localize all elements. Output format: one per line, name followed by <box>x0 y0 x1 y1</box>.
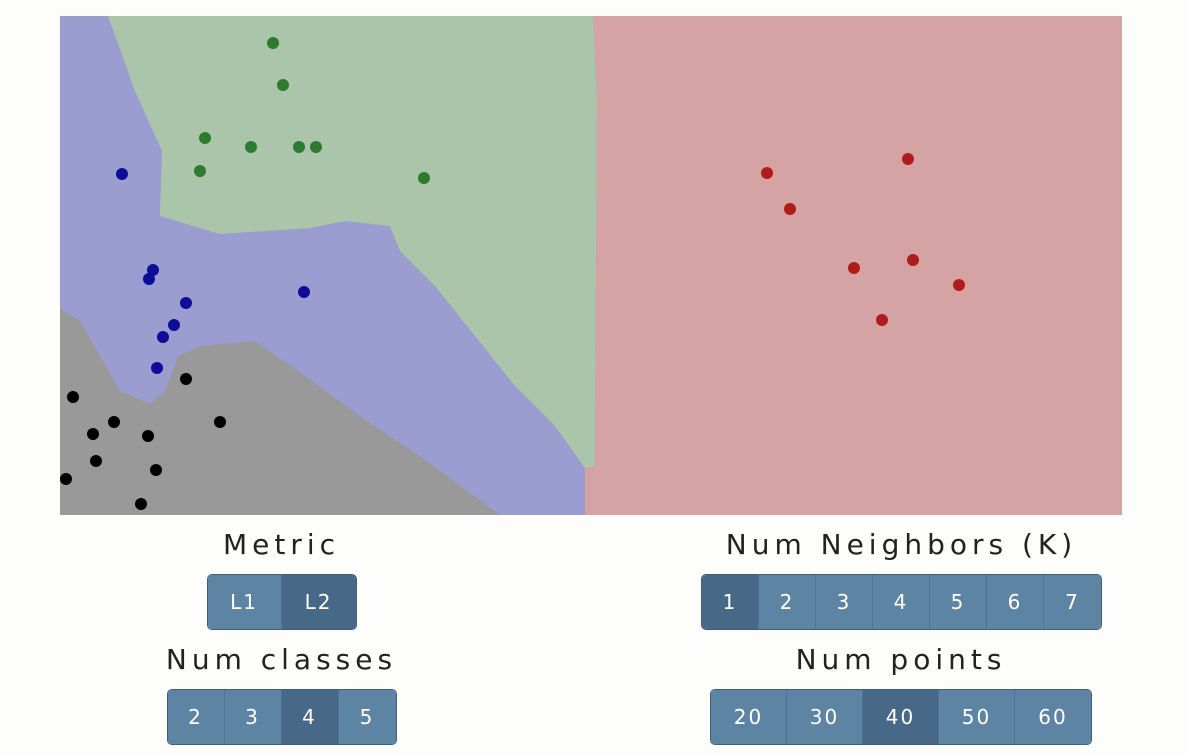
data-point <box>876 314 888 326</box>
classes-3-button[interactable]: 3 <box>224 690 282 744</box>
data-point <box>298 286 310 298</box>
data-point <box>194 165 206 177</box>
data-point <box>214 416 226 428</box>
neighbors-2-button[interactable]: 2 <box>759 575 816 629</box>
metric-l2-button[interactable]: L2 <box>281 575 356 629</box>
neighbors-7-button[interactable]: 7 <box>1044 575 1101 629</box>
data-point <box>848 262 860 274</box>
gray-region <box>60 308 500 515</box>
classes-2-button[interactable]: 2 <box>167 690 225 744</box>
points-title: Num points <box>795 643 1007 676</box>
data-point <box>277 79 289 91</box>
green-points <box>194 37 430 184</box>
green-region <box>108 16 597 468</box>
data-point <box>135 498 147 510</box>
classes-5-button[interactable]: 5 <box>338 690 396 744</box>
data-point <box>245 141 257 153</box>
neighbors-4-button[interactable]: 4 <box>873 575 930 629</box>
data-point <box>116 168 128 180</box>
knn-decision-canvas[interactable] <box>60 16 1122 515</box>
red-points <box>761 153 965 326</box>
data-point <box>199 132 211 144</box>
metric-l1-button[interactable]: L1 <box>207 575 282 629</box>
data-point <box>902 153 914 165</box>
classes-4-button[interactable]: 4 <box>281 690 339 744</box>
data-point <box>267 37 279 49</box>
neighbors-title: Num Neighbors (K) <box>725 528 1078 561</box>
blue-points <box>116 168 310 374</box>
data-point <box>150 464 162 476</box>
classes-control: Num classes 2 3 4 5 <box>164 643 399 745</box>
data-point <box>142 430 154 442</box>
data-point <box>108 416 120 428</box>
points-30-button[interactable]: 30 <box>787 690 863 744</box>
data-point <box>953 279 965 291</box>
data-point <box>157 331 169 343</box>
data-point <box>761 167 773 179</box>
data-point <box>147 264 159 276</box>
data-point <box>907 254 919 266</box>
points-20-button[interactable]: 20 <box>711 690 787 744</box>
data-point <box>180 297 192 309</box>
points-60-button[interactable]: 60 <box>1015 690 1091 744</box>
neighbors-1-button[interactable]: 1 <box>702 575 759 629</box>
metric-button-group: L1 L2 <box>206 574 357 630</box>
data-point <box>293 141 305 153</box>
metric-title: Metric <box>222 528 341 561</box>
data-point <box>60 473 72 485</box>
data-point <box>784 203 796 215</box>
data-point <box>90 455 102 467</box>
points-control: Num points 20 30 40 50 60 <box>707 643 1095 745</box>
points-50-button[interactable]: 50 <box>939 690 1015 744</box>
black-points <box>60 373 226 510</box>
neighbors-5-button[interactable]: 5 <box>930 575 987 629</box>
classes-button-group: 2 3 4 5 <box>166 689 397 745</box>
data-point <box>418 172 430 184</box>
classes-title: Num classes <box>165 643 398 676</box>
data-point <box>67 391 79 403</box>
data-point <box>310 141 322 153</box>
data-point <box>180 373 192 385</box>
points-40-button[interactable]: 40 <box>863 690 939 744</box>
points-button-group: 20 30 40 50 60 <box>710 689 1092 745</box>
neighbors-button-group: 1 2 3 4 5 6 7 <box>701 574 1102 630</box>
metric-control: Metric L1 L2 <box>206 528 357 630</box>
neighbors-control: Num Neighbors (K) 1 2 3 4 5 6 7 <box>697 528 1106 630</box>
data-point <box>151 362 163 374</box>
data-point <box>143 273 155 285</box>
data-point <box>168 319 180 331</box>
neighbors-3-button[interactable]: 3 <box>816 575 873 629</box>
data-point <box>87 428 99 440</box>
neighbors-6-button[interactable]: 6 <box>987 575 1044 629</box>
